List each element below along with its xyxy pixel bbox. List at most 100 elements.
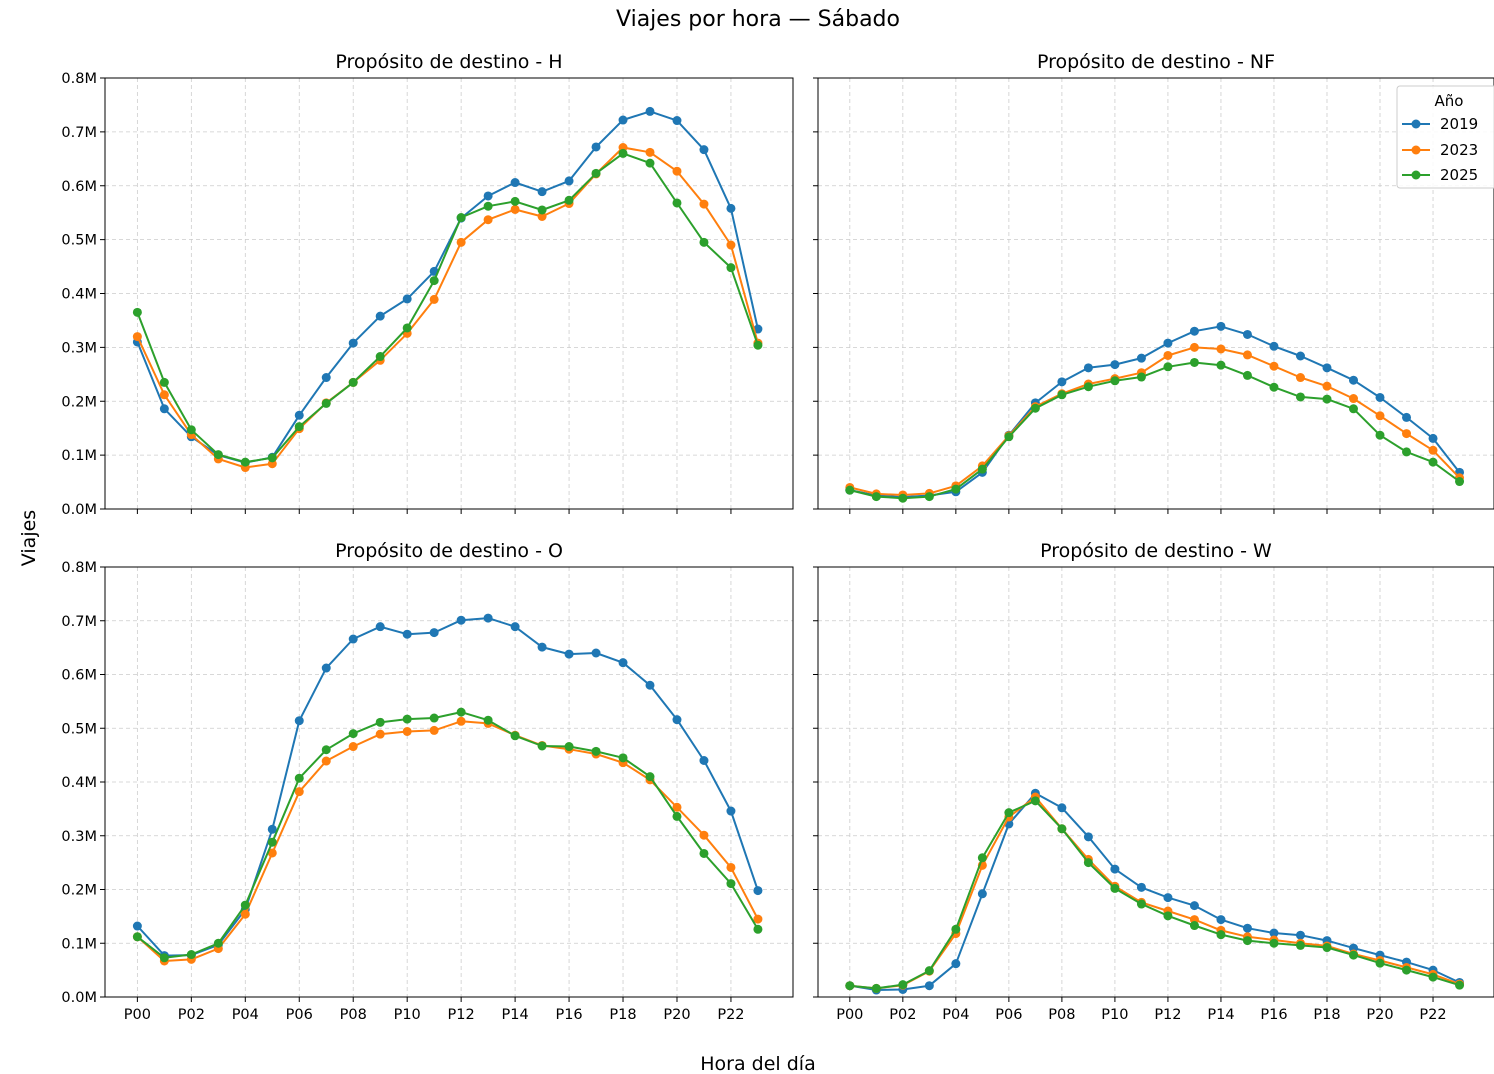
data-point — [726, 806, 736, 816]
data-point — [564, 742, 574, 752]
data-point — [240, 900, 250, 910]
data-point — [510, 204, 520, 214]
panel-h: 0.0M 0.1M 0.2M 0.3M 0.4M 0.5M 0.6M 0.7M 0.8M Prop… — [61, 51, 794, 518]
x-tick-label: P18 — [1313, 1007, 1340, 1023]
data-point — [267, 824, 277, 834]
data-point — [402, 629, 412, 639]
data-point — [645, 106, 655, 116]
data-point — [672, 116, 682, 126]
legend-label-2025: 2025 — [1440, 166, 1478, 184]
x-tick-label: P20 — [1366, 1007, 1393, 1023]
data-point — [294, 422, 304, 432]
data-point — [1348, 950, 1358, 960]
data-point — [186, 950, 196, 960]
data-point — [1110, 883, 1120, 893]
data-point — [375, 717, 385, 727]
data-point — [429, 276, 439, 286]
data-point — [1295, 940, 1305, 950]
series-2025 — [132, 148, 763, 467]
data-point — [537, 642, 547, 652]
data-point — [321, 398, 331, 408]
data-point — [645, 680, 655, 690]
series-line — [849, 799, 1460, 990]
data-point — [1269, 928, 1279, 938]
data-point — [924, 966, 934, 976]
data-point — [510, 196, 520, 206]
legend: Año 2019 2023 2025 — [1396, 85, 1494, 189]
data-point — [1216, 360, 1226, 370]
data-point — [132, 307, 142, 317]
data-point — [1375, 411, 1385, 421]
y-tick-label: 0.0M — [61, 502, 97, 518]
data-point — [1189, 342, 1199, 352]
data-point — [726, 203, 736, 213]
data-point — [699, 830, 709, 840]
series-2025 — [845, 796, 1465, 993]
legend-title: Año — [1435, 92, 1464, 110]
y-tick-label: 0.3M — [61, 829, 97, 845]
data-point — [375, 352, 385, 362]
data-point — [456, 707, 466, 717]
data-point — [672, 166, 682, 176]
data-point — [1110, 376, 1120, 386]
data-point — [1216, 344, 1226, 354]
x-tick-label: P22 — [717, 1007, 744, 1023]
data-point — [618, 658, 628, 668]
data-point — [321, 756, 331, 766]
data-point — [294, 410, 304, 420]
series-line — [849, 361, 1461, 500]
x-tick-label: P12 — [448, 1007, 475, 1023]
panel-title: Propósito de destino - H — [335, 51, 562, 73]
panel-title: Propósito de destino - W — [1040, 540, 1272, 562]
data-point — [564, 176, 574, 186]
data-point — [510, 731, 520, 741]
data-point — [375, 729, 385, 739]
data-point — [1136, 372, 1146, 382]
series-line — [849, 346, 1461, 496]
data-point — [402, 323, 412, 333]
data-point — [618, 753, 628, 763]
data-point — [977, 464, 987, 474]
data-point — [1295, 373, 1305, 383]
data-point — [456, 213, 466, 223]
data-point — [726, 879, 736, 889]
data-point — [510, 622, 520, 632]
x-tick-label: P18 — [609, 1007, 636, 1023]
data-point — [1083, 363, 1093, 373]
data-point — [1322, 394, 1332, 404]
data-point — [402, 726, 412, 736]
y-tick-label: 0.2M — [61, 394, 97, 410]
data-point — [1402, 447, 1412, 457]
data-point — [537, 211, 547, 221]
data-point — [672, 802, 682, 812]
data-point — [483, 613, 493, 623]
panel-w: P00 P02 P04 P06 P08 P10 P12 P14 P16 P18 P20 P22 Prop… — [813, 540, 1494, 1023]
data-point — [1295, 392, 1305, 402]
x-tick-label: P04 — [232, 1007, 259, 1023]
data-point — [483, 201, 493, 211]
data-point — [1189, 901, 1199, 911]
x-tick-label: P14 — [1207, 1007, 1234, 1023]
x-tick-label: P10 — [394, 1007, 421, 1023]
data-point — [1269, 361, 1279, 371]
data-point — [1242, 370, 1252, 380]
data-point — [1189, 357, 1199, 367]
data-point — [456, 615, 466, 625]
data-point — [1322, 943, 1332, 953]
figure-title: Viajes por hora — Sábado — [616, 7, 900, 32]
data-point — [645, 147, 655, 157]
data-point — [483, 715, 493, 725]
data-point — [1402, 965, 1412, 975]
panel-nf: Propósito de destino - NF — [813, 51, 1494, 514]
data-point — [132, 932, 142, 942]
data-point — [1163, 350, 1173, 360]
data-point — [213, 938, 223, 948]
data-point — [348, 338, 358, 348]
data-point — [845, 485, 855, 495]
series-2025 — [845, 357, 1465, 503]
series-line — [136, 617, 759, 957]
data-point — [1057, 377, 1067, 387]
data-point — [429, 294, 439, 304]
data-point — [1083, 832, 1093, 842]
data-point — [977, 853, 987, 863]
